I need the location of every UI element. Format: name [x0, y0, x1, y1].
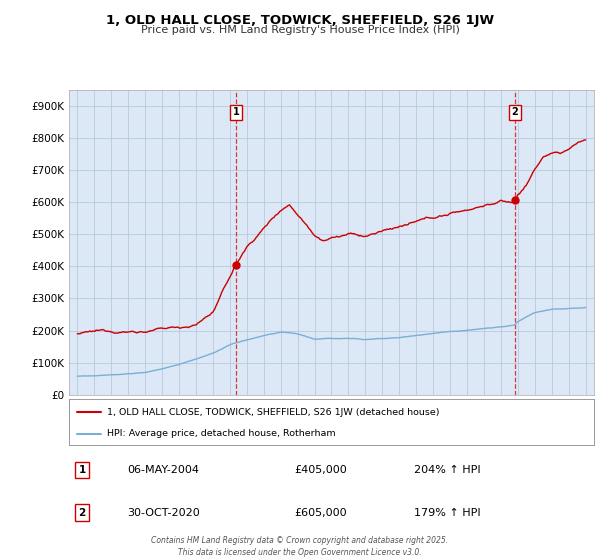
- Text: 1: 1: [79, 465, 86, 475]
- Text: 204% ↑ HPI: 204% ↑ HPI: [413, 465, 481, 475]
- Text: 1, OLD HALL CLOSE, TODWICK, SHEFFIELD, S26 1JW: 1, OLD HALL CLOSE, TODWICK, SHEFFIELD, S…: [106, 14, 494, 27]
- Text: Price paid vs. HM Land Registry's House Price Index (HPI): Price paid vs. HM Land Registry's House …: [140, 25, 460, 35]
- Text: 1: 1: [232, 107, 239, 117]
- Text: HPI: Average price, detached house, Rotherham: HPI: Average price, detached house, Roth…: [107, 429, 335, 438]
- Text: 2: 2: [79, 507, 86, 517]
- Text: 30-OCT-2020: 30-OCT-2020: [127, 507, 200, 517]
- Text: 179% ↑ HPI: 179% ↑ HPI: [413, 507, 481, 517]
- Text: 2: 2: [512, 107, 518, 117]
- Text: 06-MAY-2004: 06-MAY-2004: [128, 465, 199, 475]
- Text: £405,000: £405,000: [295, 465, 347, 475]
- Text: £605,000: £605,000: [295, 507, 347, 517]
- Text: Contains HM Land Registry data © Crown copyright and database right 2025.
This d: Contains HM Land Registry data © Crown c…: [151, 536, 449, 557]
- Text: 1, OLD HALL CLOSE, TODWICK, SHEFFIELD, S26 1JW (detached house): 1, OLD HALL CLOSE, TODWICK, SHEFFIELD, S…: [107, 408, 439, 417]
